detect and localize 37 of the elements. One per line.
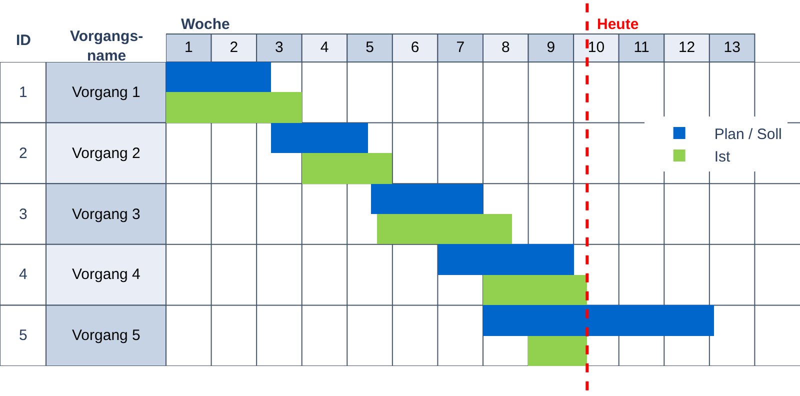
text: 2 <box>19 145 28 162</box>
bar <box>302 153 392 184</box>
x-tick-label: 3 <box>275 39 284 56</box>
y-tick-label: Vorgang 1 <box>72 84 140 101</box>
x-tick-label: 11 <box>634 39 650 56</box>
legend-label: Plan / Soll <box>714 126 782 143</box>
bar <box>271 123 368 153</box>
bar <box>483 305 714 336</box>
bar <box>528 336 587 366</box>
bar <box>371 184 483 214</box>
ref-line-label: Heute <box>597 16 639 33</box>
bar <box>483 275 587 305</box>
x-tick-label: 2 <box>230 39 238 56</box>
x-tick-label: 13 <box>724 39 740 56</box>
y-tick-label: Vorgang 3 <box>72 206 140 223</box>
x-tick-label: 9 <box>546 39 556 56</box>
text: 3 <box>19 206 28 223</box>
x-tick-label: 8 <box>501 39 510 56</box>
text: 1 <box>19 84 28 101</box>
text: ID <box>16 32 32 49</box>
text: 5 <box>19 327 28 344</box>
x-tick-label: 1 <box>184 39 193 56</box>
bar <box>377 214 512 244</box>
x-tick-label: 6 <box>410 39 420 56</box>
x-tick-label: 10 <box>588 39 605 56</box>
text: 4 <box>19 266 28 283</box>
x-tick-label: 7 <box>456 39 465 56</box>
x-axis-title: Woche <box>181 16 230 33</box>
legend-label: Ist <box>714 148 731 166</box>
y-tick-label: Vorgang 2 <box>72 145 140 162</box>
x-tick-label: 12 <box>678 39 696 56</box>
x-tick-label: 4 <box>320 39 329 56</box>
bar <box>438 244 574 275</box>
y-tick-label: Vorgang 5 <box>72 327 140 344</box>
y-tick-label: Vorgang 4 <box>72 266 140 283</box>
text: Vorgangs- name <box>70 28 144 64</box>
x-tick-label: 5 <box>366 39 374 56</box>
